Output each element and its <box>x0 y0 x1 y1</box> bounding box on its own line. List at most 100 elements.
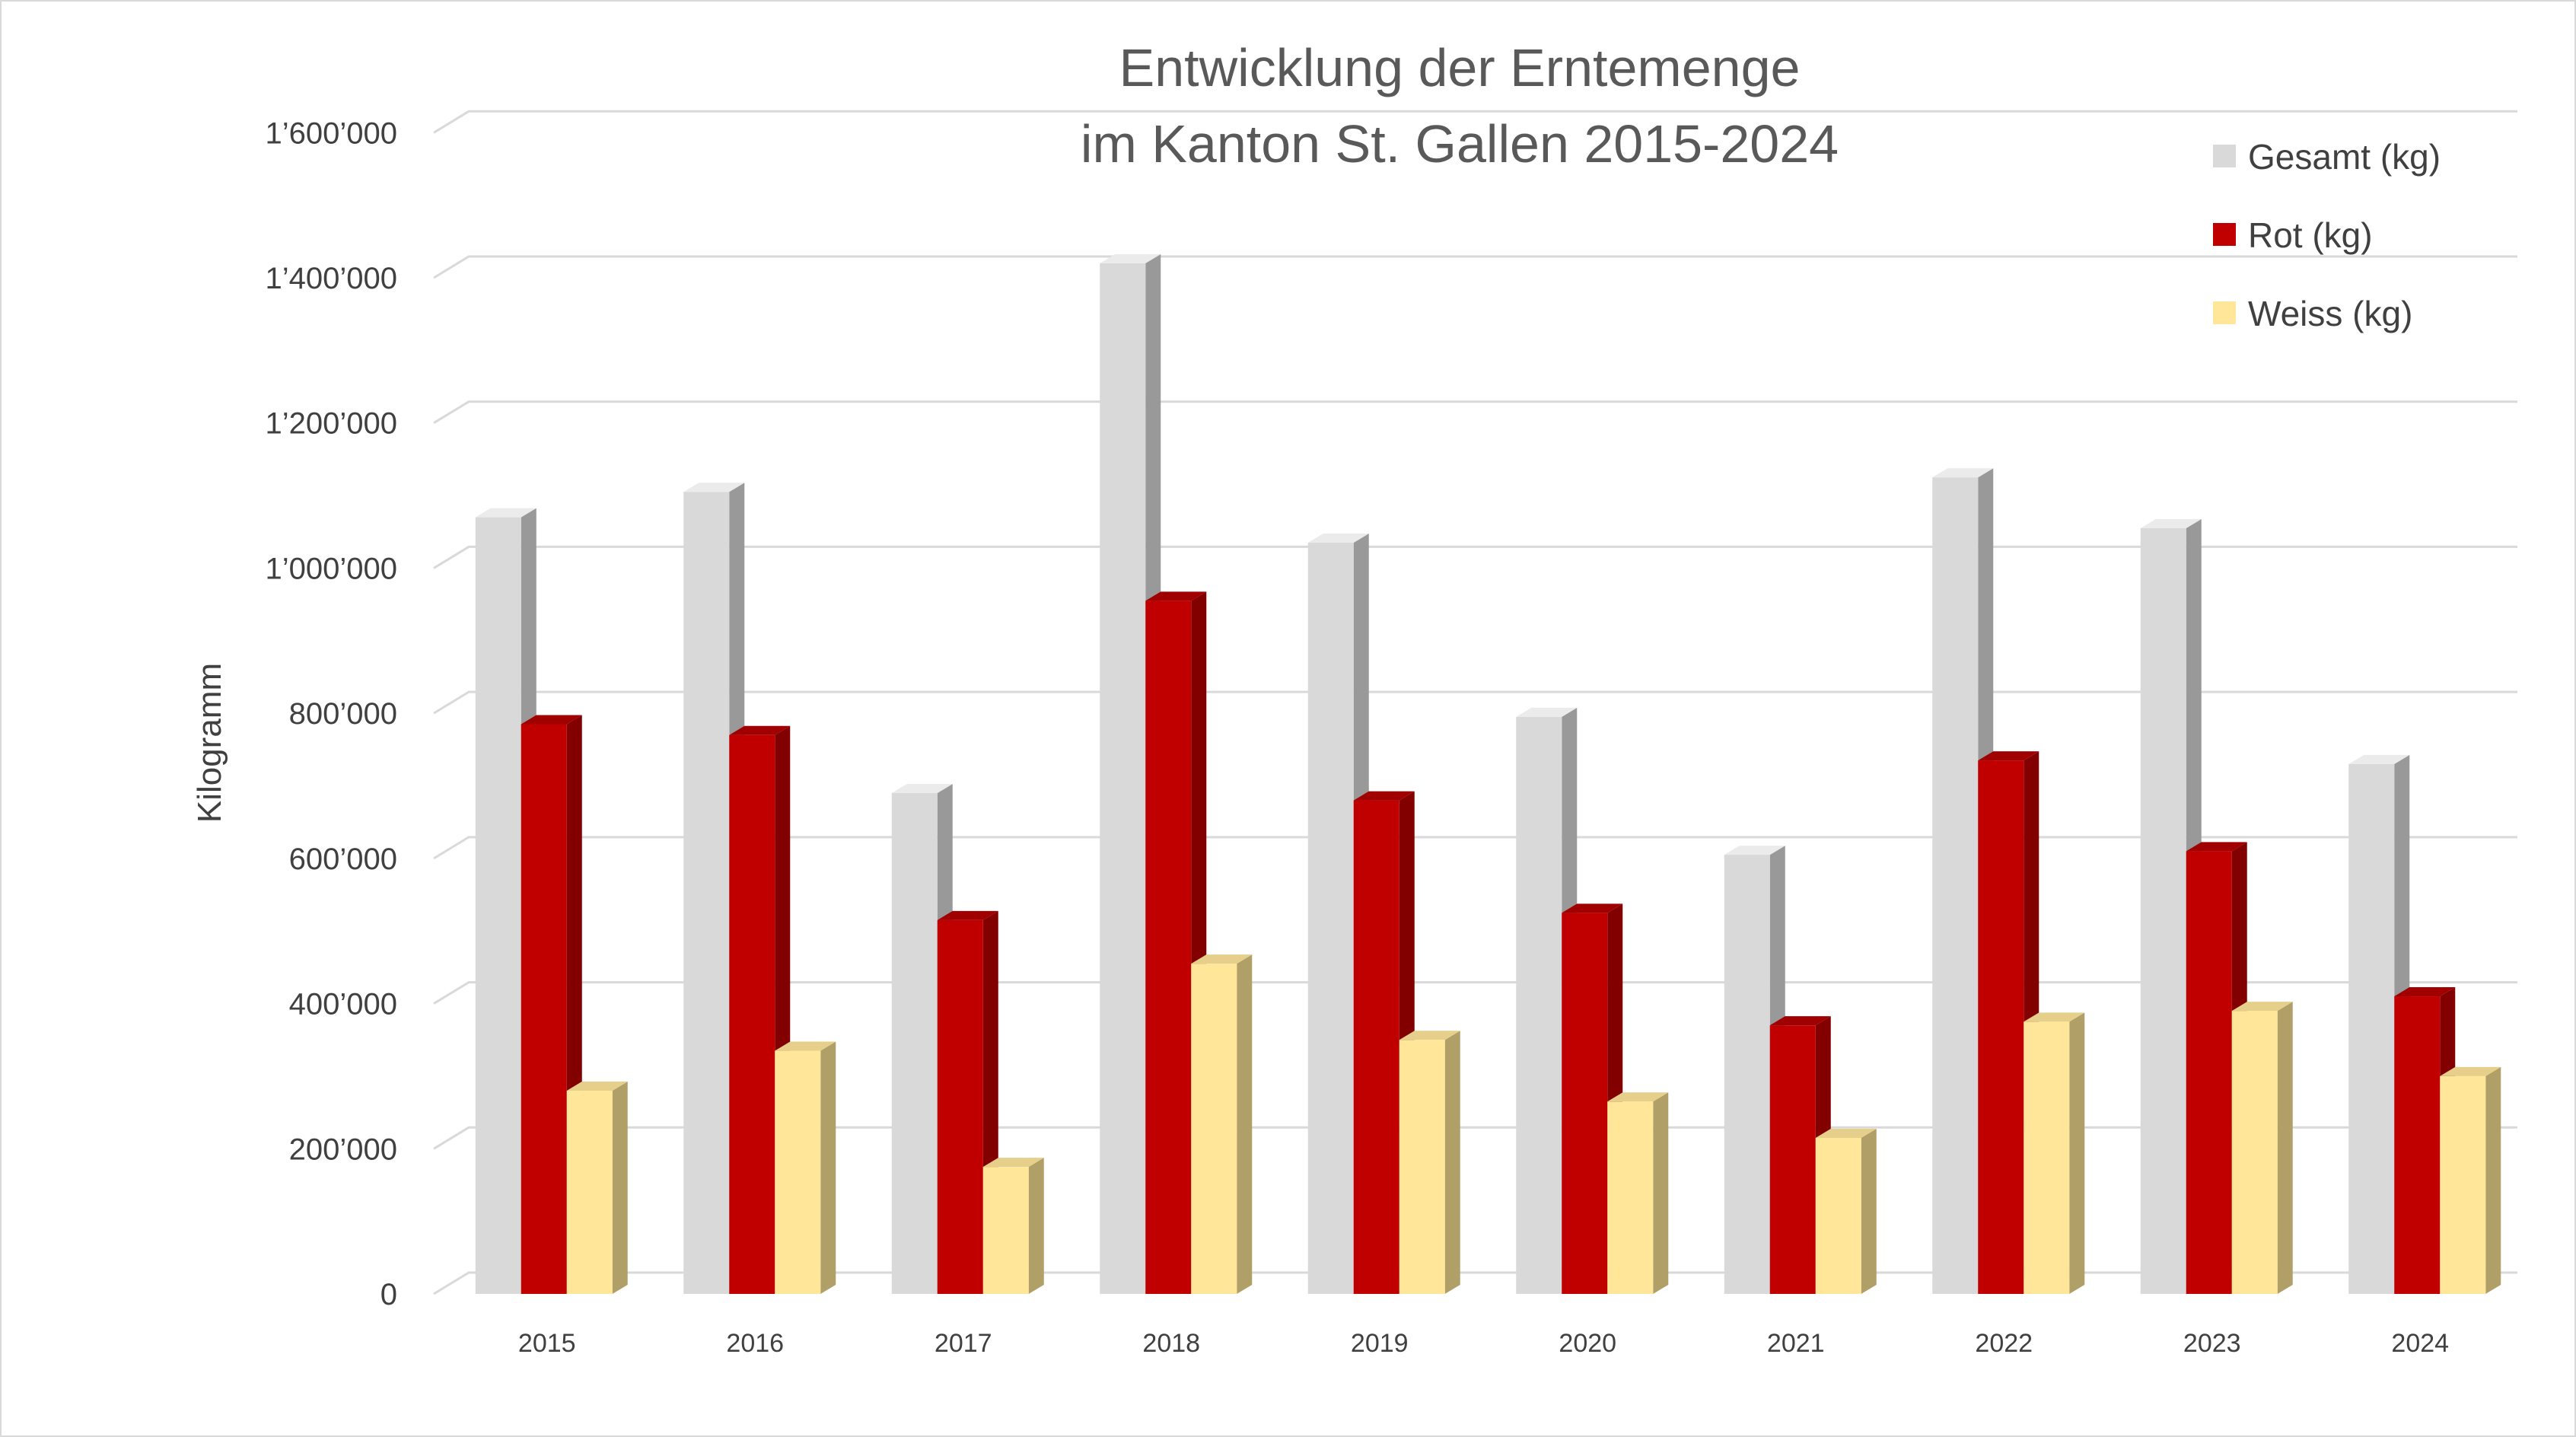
bar-top <box>891 784 953 794</box>
bar-side <box>1861 1128 1877 1294</box>
bar-front <box>1724 855 1770 1294</box>
bar-top <box>2024 1012 2085 1022</box>
legend-swatch-gesamt <box>2213 145 2236 167</box>
bar-front <box>1769 1025 1816 1294</box>
x-tick-label: 2024 <box>2391 1329 2449 1358</box>
bar-side <box>2485 1066 2501 1294</box>
legend-swatch-weiss <box>2213 301 2236 324</box>
bar-top <box>2140 518 2202 528</box>
bar-top <box>1516 707 1578 717</box>
y-tick-label: 1’000’000 <box>266 552 398 585</box>
x-tick-label: 2021 <box>1767 1329 1825 1358</box>
y-tick-label: 1’400’000 <box>266 262 398 295</box>
gridline <box>433 110 2517 134</box>
gridline <box>433 545 2517 569</box>
legend-label-weiss: Weiss (kg) <box>2248 294 2412 333</box>
bar-front <box>2348 763 2395 1294</box>
y-tick-label: 1’200’000 <box>266 407 398 441</box>
bar-front <box>2186 851 2232 1294</box>
bar-weiss-2015 <box>566 1082 628 1294</box>
bar-top <box>1100 253 1161 263</box>
bar-top <box>1562 903 1623 913</box>
gridline <box>433 836 2517 860</box>
bar-front <box>1353 800 1399 1294</box>
y-tick-label: 600’000 <box>289 843 397 876</box>
legend: Gesamt (kg) Rot (kg) Weiss (kg) <box>2213 137 2441 333</box>
bar-front <box>566 1091 613 1294</box>
bar-top <box>1607 1092 1669 1102</box>
bar-front <box>475 517 521 1294</box>
gridline <box>433 981 2517 1005</box>
bar-weiss-2017 <box>982 1158 1044 1294</box>
gridline <box>433 255 2517 279</box>
x-tick-label: 2016 <box>726 1329 784 1358</box>
x-tick-label: 2022 <box>1975 1329 2033 1358</box>
bar-front <box>1145 601 1192 1294</box>
bars <box>475 253 2501 1294</box>
bar-side <box>1653 1092 1669 1294</box>
bar-front <box>521 724 567 1294</box>
x-axis-ticks: 2015 2016 2017 2018 2019 2020 2021 2022 2023 2024 <box>518 1329 2449 1358</box>
y-tick-label: 200’000 <box>289 1133 397 1166</box>
bar-front <box>1307 543 1354 1294</box>
legend-label-rot: Rot (kg) <box>2248 215 2373 255</box>
bar-side <box>2277 1002 2293 1294</box>
x-tick-label: 2015 <box>518 1329 576 1358</box>
bar-top <box>982 1158 1044 1168</box>
bar-side <box>820 1041 836 1294</box>
bar-front <box>1815 1137 1861 1294</box>
gridline <box>433 400 2517 424</box>
bar-front <box>1516 716 1562 1294</box>
bar-rot-2016 <box>729 725 791 1294</box>
bar-top <box>1815 1128 1877 1138</box>
bar-front <box>775 1050 821 1294</box>
bar-top <box>1353 791 1415 801</box>
bar-side <box>2069 1012 2085 1294</box>
bar-side <box>1237 954 1253 1294</box>
bar-top <box>1191 954 1253 964</box>
bar-front <box>891 793 938 1294</box>
bar-top <box>1399 1031 1460 1040</box>
bar-top <box>2186 842 2247 852</box>
bar-front <box>2231 1011 2278 1294</box>
bar-top <box>2440 1066 2501 1076</box>
bar-top <box>1932 468 1994 478</box>
bar-front <box>1562 913 1608 1294</box>
x-tick-label: 2020 <box>1559 1329 1616 1358</box>
bar-top <box>566 1082 628 1091</box>
bar-top <box>683 483 745 492</box>
bar-front <box>2440 1075 2486 1294</box>
bar-top <box>2231 1002 2293 1012</box>
y-tick-label: 400’000 <box>289 988 397 1021</box>
legend-swatch-rot <box>2213 223 2236 246</box>
bar-weiss-2020 <box>1607 1092 1669 1294</box>
bar-front <box>1399 1040 1445 1294</box>
bar-front <box>729 734 775 1294</box>
bar-front <box>1100 263 1146 1294</box>
bar-front <box>2394 996 2441 1294</box>
bar-front <box>2024 1021 2070 1294</box>
y-axis-label: Kilogramm <box>191 663 228 823</box>
bar-front <box>1191 964 1237 1294</box>
bar-front <box>683 492 730 1294</box>
y-tick-label: 0 <box>381 1278 397 1311</box>
bar-top <box>1307 534 1369 543</box>
bar-weiss-2024 <box>2440 1066 2501 1294</box>
x-tick-label: 2018 <box>1142 1329 1200 1358</box>
x-tick-label: 2017 <box>935 1329 992 1358</box>
bar-front <box>937 919 983 1294</box>
bar-top <box>2348 754 2410 764</box>
bar-top <box>1978 751 2039 761</box>
bar-side <box>612 1082 628 1294</box>
bar-top <box>1145 591 1207 601</box>
bar-top <box>729 725 791 735</box>
bar-top <box>775 1041 836 1051</box>
bar-top <box>1724 846 1785 856</box>
bar-weiss-2016 <box>775 1041 836 1294</box>
bar-top <box>521 715 582 725</box>
bar-front <box>982 1167 1029 1294</box>
gridline <box>433 1126 2517 1150</box>
bar-weiss-2019 <box>1399 1031 1460 1294</box>
bar-front <box>2140 527 2186 1294</box>
